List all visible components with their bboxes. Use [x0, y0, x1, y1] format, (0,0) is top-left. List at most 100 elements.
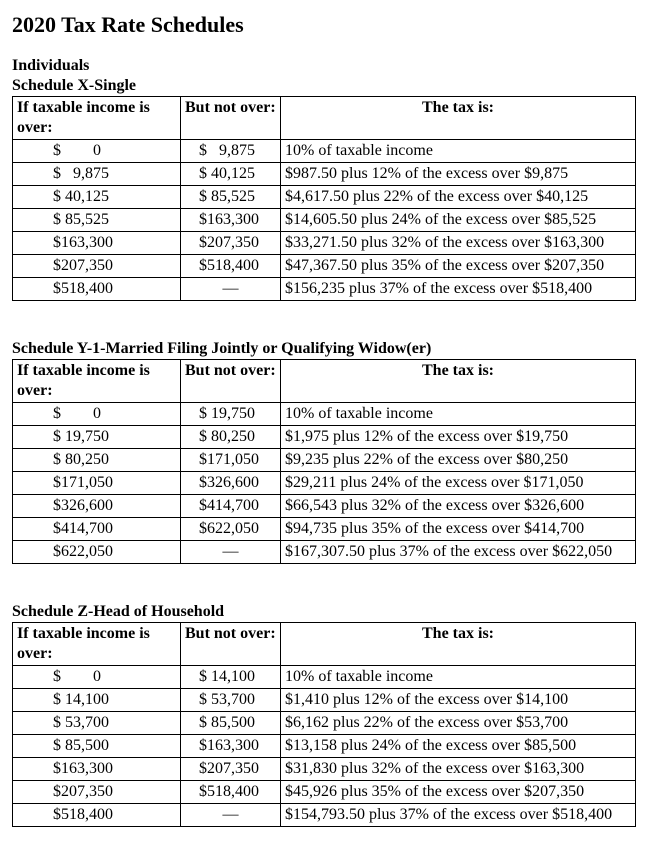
table-row: $ 80,250$171,050$9,235 plus 22% of the e… [13, 449, 636, 472]
col-header-not-over: But not over: [181, 360, 281, 403]
schedule-block: Schedule Y-1-Married Filing Jointly or Q… [12, 339, 636, 564]
table-row: $ 14,100$ 53,700$1,410 plus 12% of the e… [13, 689, 636, 712]
cell-not-over: $ 53,700 [181, 689, 281, 712]
cell-tax: $156,235 plus 37% of the excess over $51… [281, 278, 636, 301]
cell-not-over: $ 19,750 [181, 403, 281, 426]
cell-not-over: $163,300 [181, 209, 281, 232]
table-row: $ 85,525$163,300$14,605.50 plus 24% of t… [13, 209, 636, 232]
cell-tax: $66,543 plus 32% of the excess over $326… [281, 495, 636, 518]
table-row: $163,300$207,350$31,830 plus 32% of the … [13, 758, 636, 781]
cell-tax: $33,271.50 plus 32% of the excess over $… [281, 232, 636, 255]
col-header-not-over: But not over: [181, 97, 281, 140]
cell-over: $ 9,875 [13, 163, 181, 186]
table-row: $518,400—$154,793.50 plus 37% of the exc… [13, 804, 636, 827]
table-row: $326,600$414,700$66,543 plus 32% of the … [13, 495, 636, 518]
table-row: $207,350$518,400$47,367.50 plus 35% of t… [13, 255, 636, 278]
table-row: $171,050$326,600$29,211 plus 24% of the … [13, 472, 636, 495]
cell-not-over: $ 9,875 [181, 140, 281, 163]
table-row: $ 0$ 19,75010% of taxable income [13, 403, 636, 426]
cell-over: $414,700 [13, 518, 181, 541]
cell-over: $ 19,750 [13, 426, 181, 449]
cell-over: $ 0 [13, 140, 181, 163]
table-row: $163,300$207,350$33,271.50 plus 32% of t… [13, 232, 636, 255]
cell-not-over: $207,350 [181, 232, 281, 255]
schedule-title: Schedule Z-Head of Household [12, 602, 636, 622]
cell-not-over: $ 80,250 [181, 426, 281, 449]
cell-tax: $987.50 plus 12% of the excess over $9,8… [281, 163, 636, 186]
cell-tax: $154,793.50 plus 37% of the excess over … [281, 804, 636, 827]
cell-not-over: $622,050 [181, 518, 281, 541]
cell-tax: $31,830 plus 32% of the excess over $163… [281, 758, 636, 781]
col-header-over: If taxable income is over: [13, 97, 181, 140]
cell-tax: $1,975 plus 12% of the excess over $19,7… [281, 426, 636, 449]
individuals-label: Individuals [12, 56, 636, 76]
col-header-over: If taxable income is over: [13, 360, 181, 403]
schedule-block: IndividualsSchedule X-SingleIf taxable i… [12, 56, 636, 301]
cell-over: $ 85,525 [13, 209, 181, 232]
cell-not-over: $207,350 [181, 758, 281, 781]
cell-tax: $13,158 plus 24% of the excess over $85,… [281, 735, 636, 758]
cell-tax: $9,235 plus 22% of the excess over $80,2… [281, 449, 636, 472]
cell-not-over: $ 85,525 [181, 186, 281, 209]
cell-over: $518,400 [13, 278, 181, 301]
cell-not-over: $ 14,100 [181, 666, 281, 689]
table-row: $622,050—$167,307.50 plus 37% of the exc… [13, 541, 636, 564]
table-header-row: If taxable income is over:But not over:T… [13, 360, 636, 403]
cell-over: $518,400 [13, 804, 181, 827]
cell-over: $622,050 [13, 541, 181, 564]
cell-not-over: — [181, 804, 281, 827]
cell-over: $ 80,250 [13, 449, 181, 472]
cell-not-over: $163,300 [181, 735, 281, 758]
cell-over: $207,350 [13, 781, 181, 804]
cell-over: $ 85,500 [13, 735, 181, 758]
cell-over: $326,600 [13, 495, 181, 518]
cell-tax: 10% of taxable income [281, 666, 636, 689]
tax-table: If taxable income is over:But not over:T… [12, 96, 636, 301]
cell-over: $171,050 [13, 472, 181, 495]
col-header-over: If taxable income is over: [13, 623, 181, 666]
table-header-row: If taxable income is over:But not over:T… [13, 97, 636, 140]
cell-tax: $6,162 plus 22% of the excess over $53,7… [281, 712, 636, 735]
cell-tax: $4,617.50 plus 22% of the excess over $4… [281, 186, 636, 209]
cell-over: $163,300 [13, 232, 181, 255]
col-header-tax-is: The tax is: [281, 623, 636, 666]
table-row: $ 9,875$ 40,125$987.50 plus 12% of the e… [13, 163, 636, 186]
cell-tax: $1,410 plus 12% of the excess over $14,1… [281, 689, 636, 712]
cell-not-over: $518,400 [181, 781, 281, 804]
table-row: $ 85,500$163,300$13,158 plus 24% of the … [13, 735, 636, 758]
col-header-tax-is: The tax is: [281, 97, 636, 140]
schedule-title: Schedule Y-1-Married Filing Jointly or Q… [12, 339, 636, 359]
cell-tax: $47,367.50 plus 35% of the excess over $… [281, 255, 636, 278]
cell-not-over: $ 40,125 [181, 163, 281, 186]
cell-tax: 10% of taxable income [281, 403, 636, 426]
table-row: $ 0$ 14,10010% of taxable income [13, 666, 636, 689]
cell-tax: $29,211 plus 24% of the excess over $171… [281, 472, 636, 495]
cell-tax: 10% of taxable income [281, 140, 636, 163]
table-row: $ 40,125$ 85,525$4,617.50 plus 22% of th… [13, 186, 636, 209]
cell-over: $163,300 [13, 758, 181, 781]
cell-tax: $94,735 plus 35% of the excess over $414… [281, 518, 636, 541]
table-row: $ 0$ 9,87510% of taxable income [13, 140, 636, 163]
cell-over: $207,350 [13, 255, 181, 278]
cell-not-over: $518,400 [181, 255, 281, 278]
cell-not-over: — [181, 278, 281, 301]
cell-not-over: $ 85,500 [181, 712, 281, 735]
cell-tax: $167,307.50 plus 37% of the excess over … [281, 541, 636, 564]
table-row: $ 19,750$ 80,250$1,975 plus 12% of the e… [13, 426, 636, 449]
cell-not-over: $414,700 [181, 495, 281, 518]
cell-not-over: $171,050 [181, 449, 281, 472]
col-header-tax-is: The tax is: [281, 360, 636, 403]
table-row: $207,350$518,400$45,926 plus 35% of the … [13, 781, 636, 804]
cell-tax: $45,926 plus 35% of the excess over $207… [281, 781, 636, 804]
tax-table: If taxable income is over:But not over:T… [12, 359, 636, 564]
schedule-title: Schedule X-Single [12, 76, 636, 96]
cell-over: $ 53,700 [13, 712, 181, 735]
cell-over: $ 0 [13, 666, 181, 689]
cell-over: $ 14,100 [13, 689, 181, 712]
table-row: $518,400—$156,235 plus 37% of the excess… [13, 278, 636, 301]
table-header-row: If taxable income is over:But not over:T… [13, 623, 636, 666]
table-row: $414,700$622,050$94,735 plus 35% of the … [13, 518, 636, 541]
cell-over: $ 40,125 [13, 186, 181, 209]
cell-over: $ 0 [13, 403, 181, 426]
cell-not-over: — [181, 541, 281, 564]
